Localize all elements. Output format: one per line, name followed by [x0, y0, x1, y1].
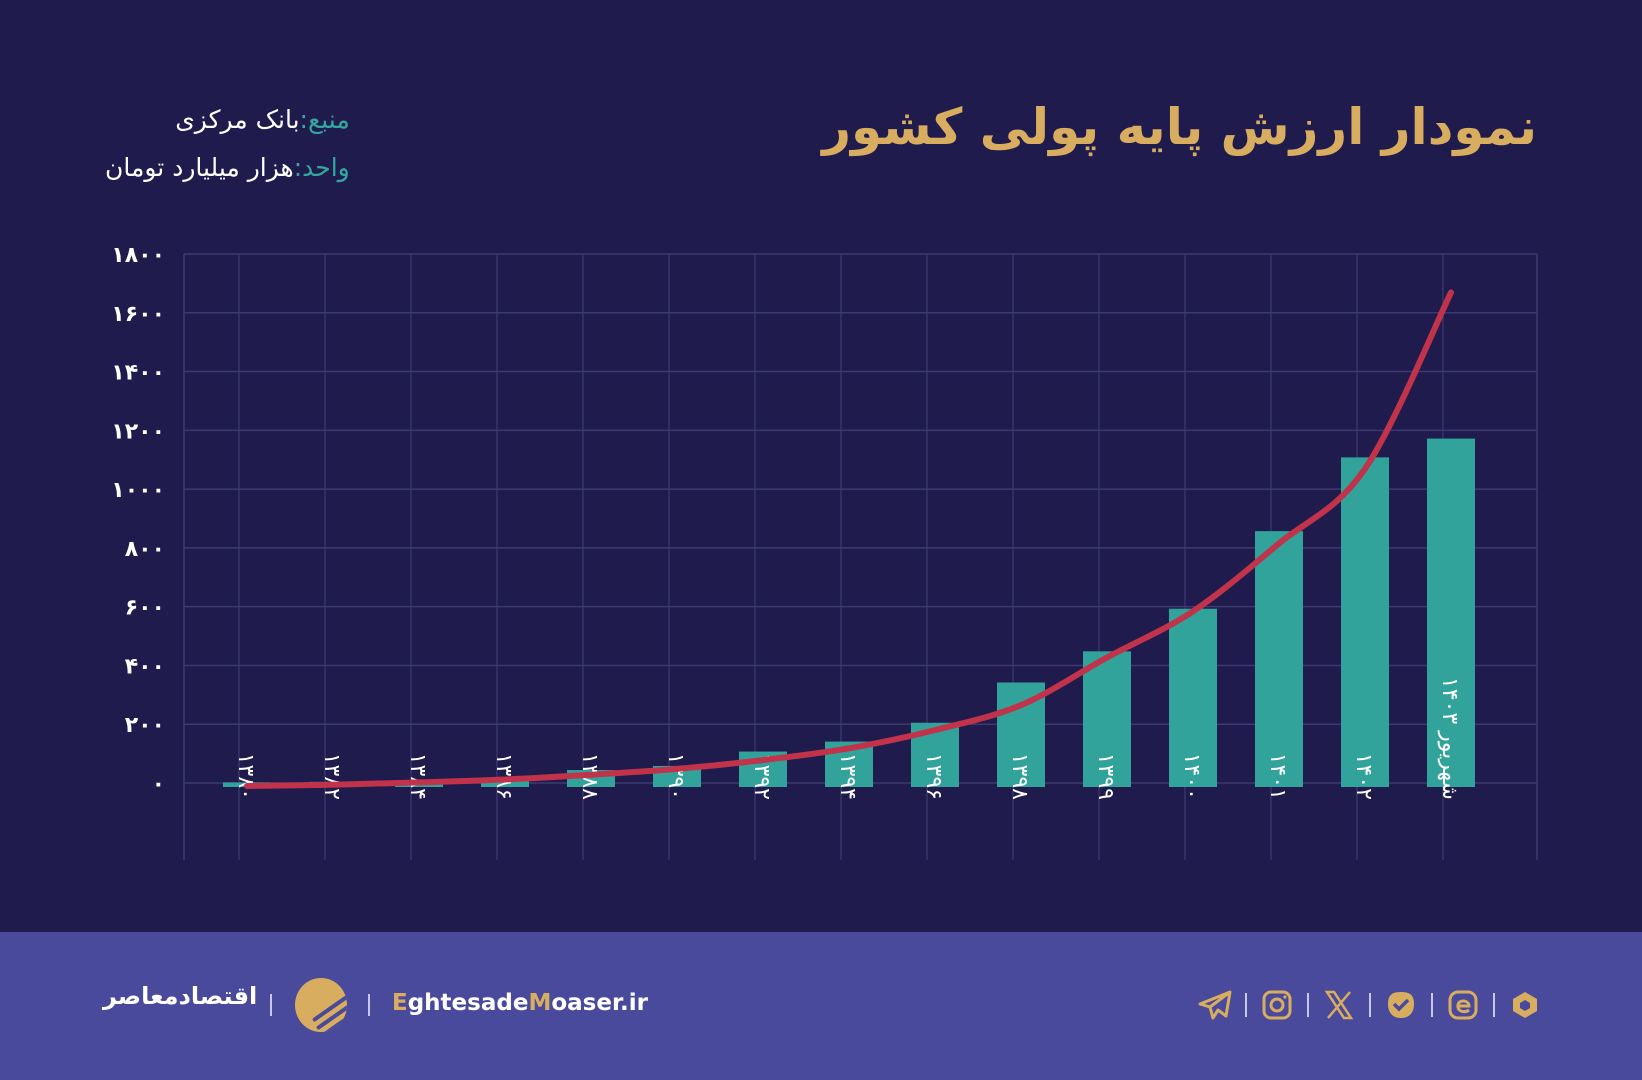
bar: [1255, 531, 1303, 787]
chart-title: نمودار ارزش پایه پولی کشور: [822, 98, 1537, 156]
y-tick-label: ۲۰۰: [125, 713, 165, 738]
instagram-icon[interactable]: [1257, 987, 1297, 1023]
unit-label: واحد:: [293, 153, 350, 182]
y-tick-label: ۱۶۰۰: [111, 302, 165, 327]
x-tick-label: ۱۴۰۲: [1351, 753, 1376, 800]
x-tick-label: ۱۳۹۴: [835, 753, 860, 800]
unit-line: واحد:هزار میلیارد تومان: [105, 144, 350, 192]
divider: [368, 994, 370, 1016]
bar: [1341, 457, 1389, 787]
footer: اقتصادمعاصر EghtesadeMoaser.ir: [0, 932, 1642, 1080]
x-tick-label: ۱۳۸۰: [233, 753, 258, 800]
brand-name: اقتصادمعاصر: [103, 982, 258, 1010]
rubika-icon[interactable]: [1505, 987, 1545, 1023]
unit-value: هزار میلیارد تومان: [105, 153, 294, 182]
telegram-icon[interactable]: [1195, 987, 1235, 1023]
check-badge-icon[interactable]: [1381, 987, 1421, 1023]
x-tick-label: ۱۴۰۱: [1265, 753, 1290, 800]
x-tick-label: ۱۳۹۶: [921, 753, 946, 800]
bar-chart: ۰ ۲۰۰ ۴۰۰ ۶۰۰ ۸۰۰ ۱۰۰۰ ۱۲۰۰ ۱۴۰۰ ۱۶۰۰ ۱۸۰۰ ۱۳۸۰ ۱۳۸…: [111, 243, 1538, 860]
x-icon[interactable]: [1319, 987, 1359, 1023]
social-icons: [1195, 987, 1545, 1023]
x-tick-label: ۱۳۹۸: [1007, 753, 1032, 800]
bar: [1169, 608, 1217, 787]
trend-line: [244, 289, 1454, 789]
brand-logo: [295, 978, 347, 1032]
website-link[interactable]: EghtesadeMoaser.ir: [392, 990, 648, 1016]
divider: [270, 994, 272, 1016]
x-tick-label: شهریور ۱۴۰۳: [1437, 677, 1462, 800]
eitaa-icon[interactable]: [1443, 987, 1483, 1023]
x-tick-label: ۱۴۰۰: [1179, 753, 1204, 800]
y-tick-label: ۱۰۰۰: [111, 478, 165, 503]
y-tick-label: ۶۰۰: [125, 596, 165, 621]
y-tick-label: ۱۲۰۰: [111, 419, 165, 444]
y-tick-label: ۱۴۰۰: [111, 361, 165, 386]
x-tick-label: ۱۳۹۰: [663, 753, 688, 800]
source-label: منبع:: [299, 105, 350, 134]
bar: [1427, 438, 1475, 787]
source-line: منبع:بانک مرکزی: [105, 96, 350, 144]
y-tick-label: ۸۰۰: [125, 537, 165, 562]
bar: [481, 778, 529, 787]
source-value: بانک مرکزی: [175, 105, 300, 134]
bar: [1083, 651, 1131, 787]
y-tick-label: ۴۰۰: [125, 654, 165, 679]
y-tick-label: ۱۸۰۰: [111, 243, 165, 268]
x-tick-label: ۱۳۸۲: [319, 753, 344, 800]
x-tick-label: ۱۳۹۹: [1093, 753, 1118, 800]
x-tick-label: ۱۳۸۴: [405, 753, 430, 800]
chart-meta: منبع:بانک مرکزی واحد:هزار میلیارد تومان: [105, 96, 350, 192]
y-tick-label: ۰: [152, 772, 165, 797]
